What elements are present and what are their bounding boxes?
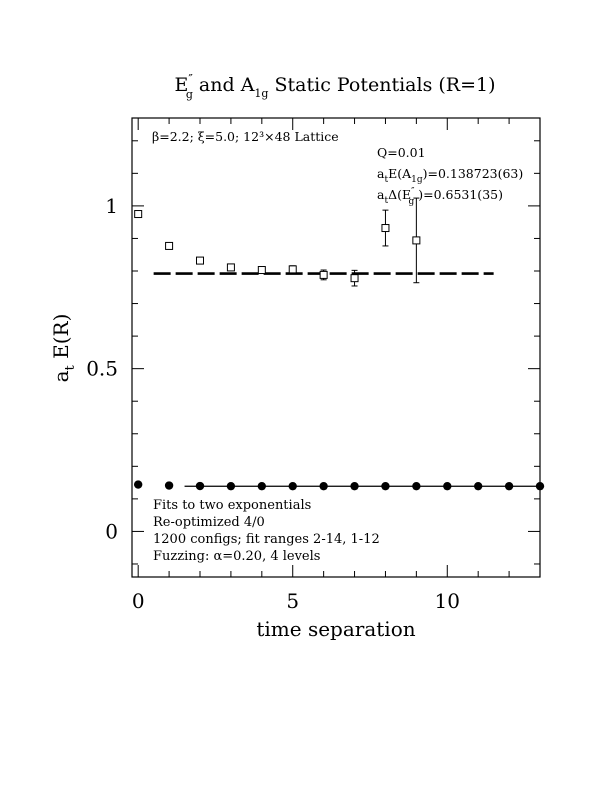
axes-layer: 0 5 10 0 0.5 1 (86, 117, 541, 613)
data-point-circle (443, 481, 452, 491)
x-tick-label: 0 (132, 589, 145, 613)
data-point-circle (504, 481, 514, 491)
data-point-square (412, 236, 421, 245)
fit-note: 1200 configs; fit ranges 2-14, 1-12 (153, 532, 380, 547)
marks-layer (133, 197, 545, 491)
data-point-square (134, 210, 143, 219)
data-point-square (196, 256, 204, 265)
data-point-circle (288, 481, 297, 491)
data-point-circle (350, 481, 359, 491)
fit-note: Fits to two exponentials (153, 498, 311, 513)
fits-layer (153, 272, 540, 487)
data-point-circle (535, 481, 545, 491)
fit-q-annotation: Q=0.01 (377, 145, 426, 160)
data-point-square (381, 224, 390, 233)
data-point-circle (226, 481, 236, 491)
data-point-circle (412, 481, 421, 491)
fit-ea1g-annotation: atE(A1g)=0.138723(63) (377, 166, 523, 185)
data-point-square (257, 266, 266, 275)
plot-frame (131, 117, 541, 578)
y-tick-label: 1 (105, 194, 118, 218)
x-axis-label: time separation (256, 617, 415, 641)
data-point-square (350, 274, 359, 283)
lattice-annotation: β=2.2; ξ=5.0; 12³×48 Lattice (152, 129, 339, 144)
x-tick-label: 10 (435, 589, 460, 613)
fit-delta-annotation: atΔ(E″ g )=0.6531(35) (377, 187, 503, 207)
fit-note: Re-optimized 4/0 (153, 515, 265, 530)
data-point-circle (381, 481, 390, 491)
data-point-square (319, 270, 328, 279)
data-point-circle (133, 480, 143, 489)
y-axis-label: at E(R) (49, 314, 78, 383)
data-point-square (165, 241, 174, 250)
fit-note: Fuzzing: α=0.20, 4 levels (153, 549, 320, 564)
data-point-circle (473, 481, 483, 491)
data-point-circle (319, 481, 328, 491)
y-tick-label: 0 (105, 519, 118, 543)
data-point-circle (195, 481, 205, 491)
y-tick-label: 0.5 (86, 357, 118, 381)
data-point-square (226, 263, 235, 272)
data-point-square (288, 265, 297, 274)
data-point-circle (257, 481, 267, 491)
data-point-circle (164, 481, 174, 490)
x-tick-label: 5 (286, 589, 299, 613)
chart-title: E″ g and A1g Static Potentials (R=1) (174, 72, 495, 101)
